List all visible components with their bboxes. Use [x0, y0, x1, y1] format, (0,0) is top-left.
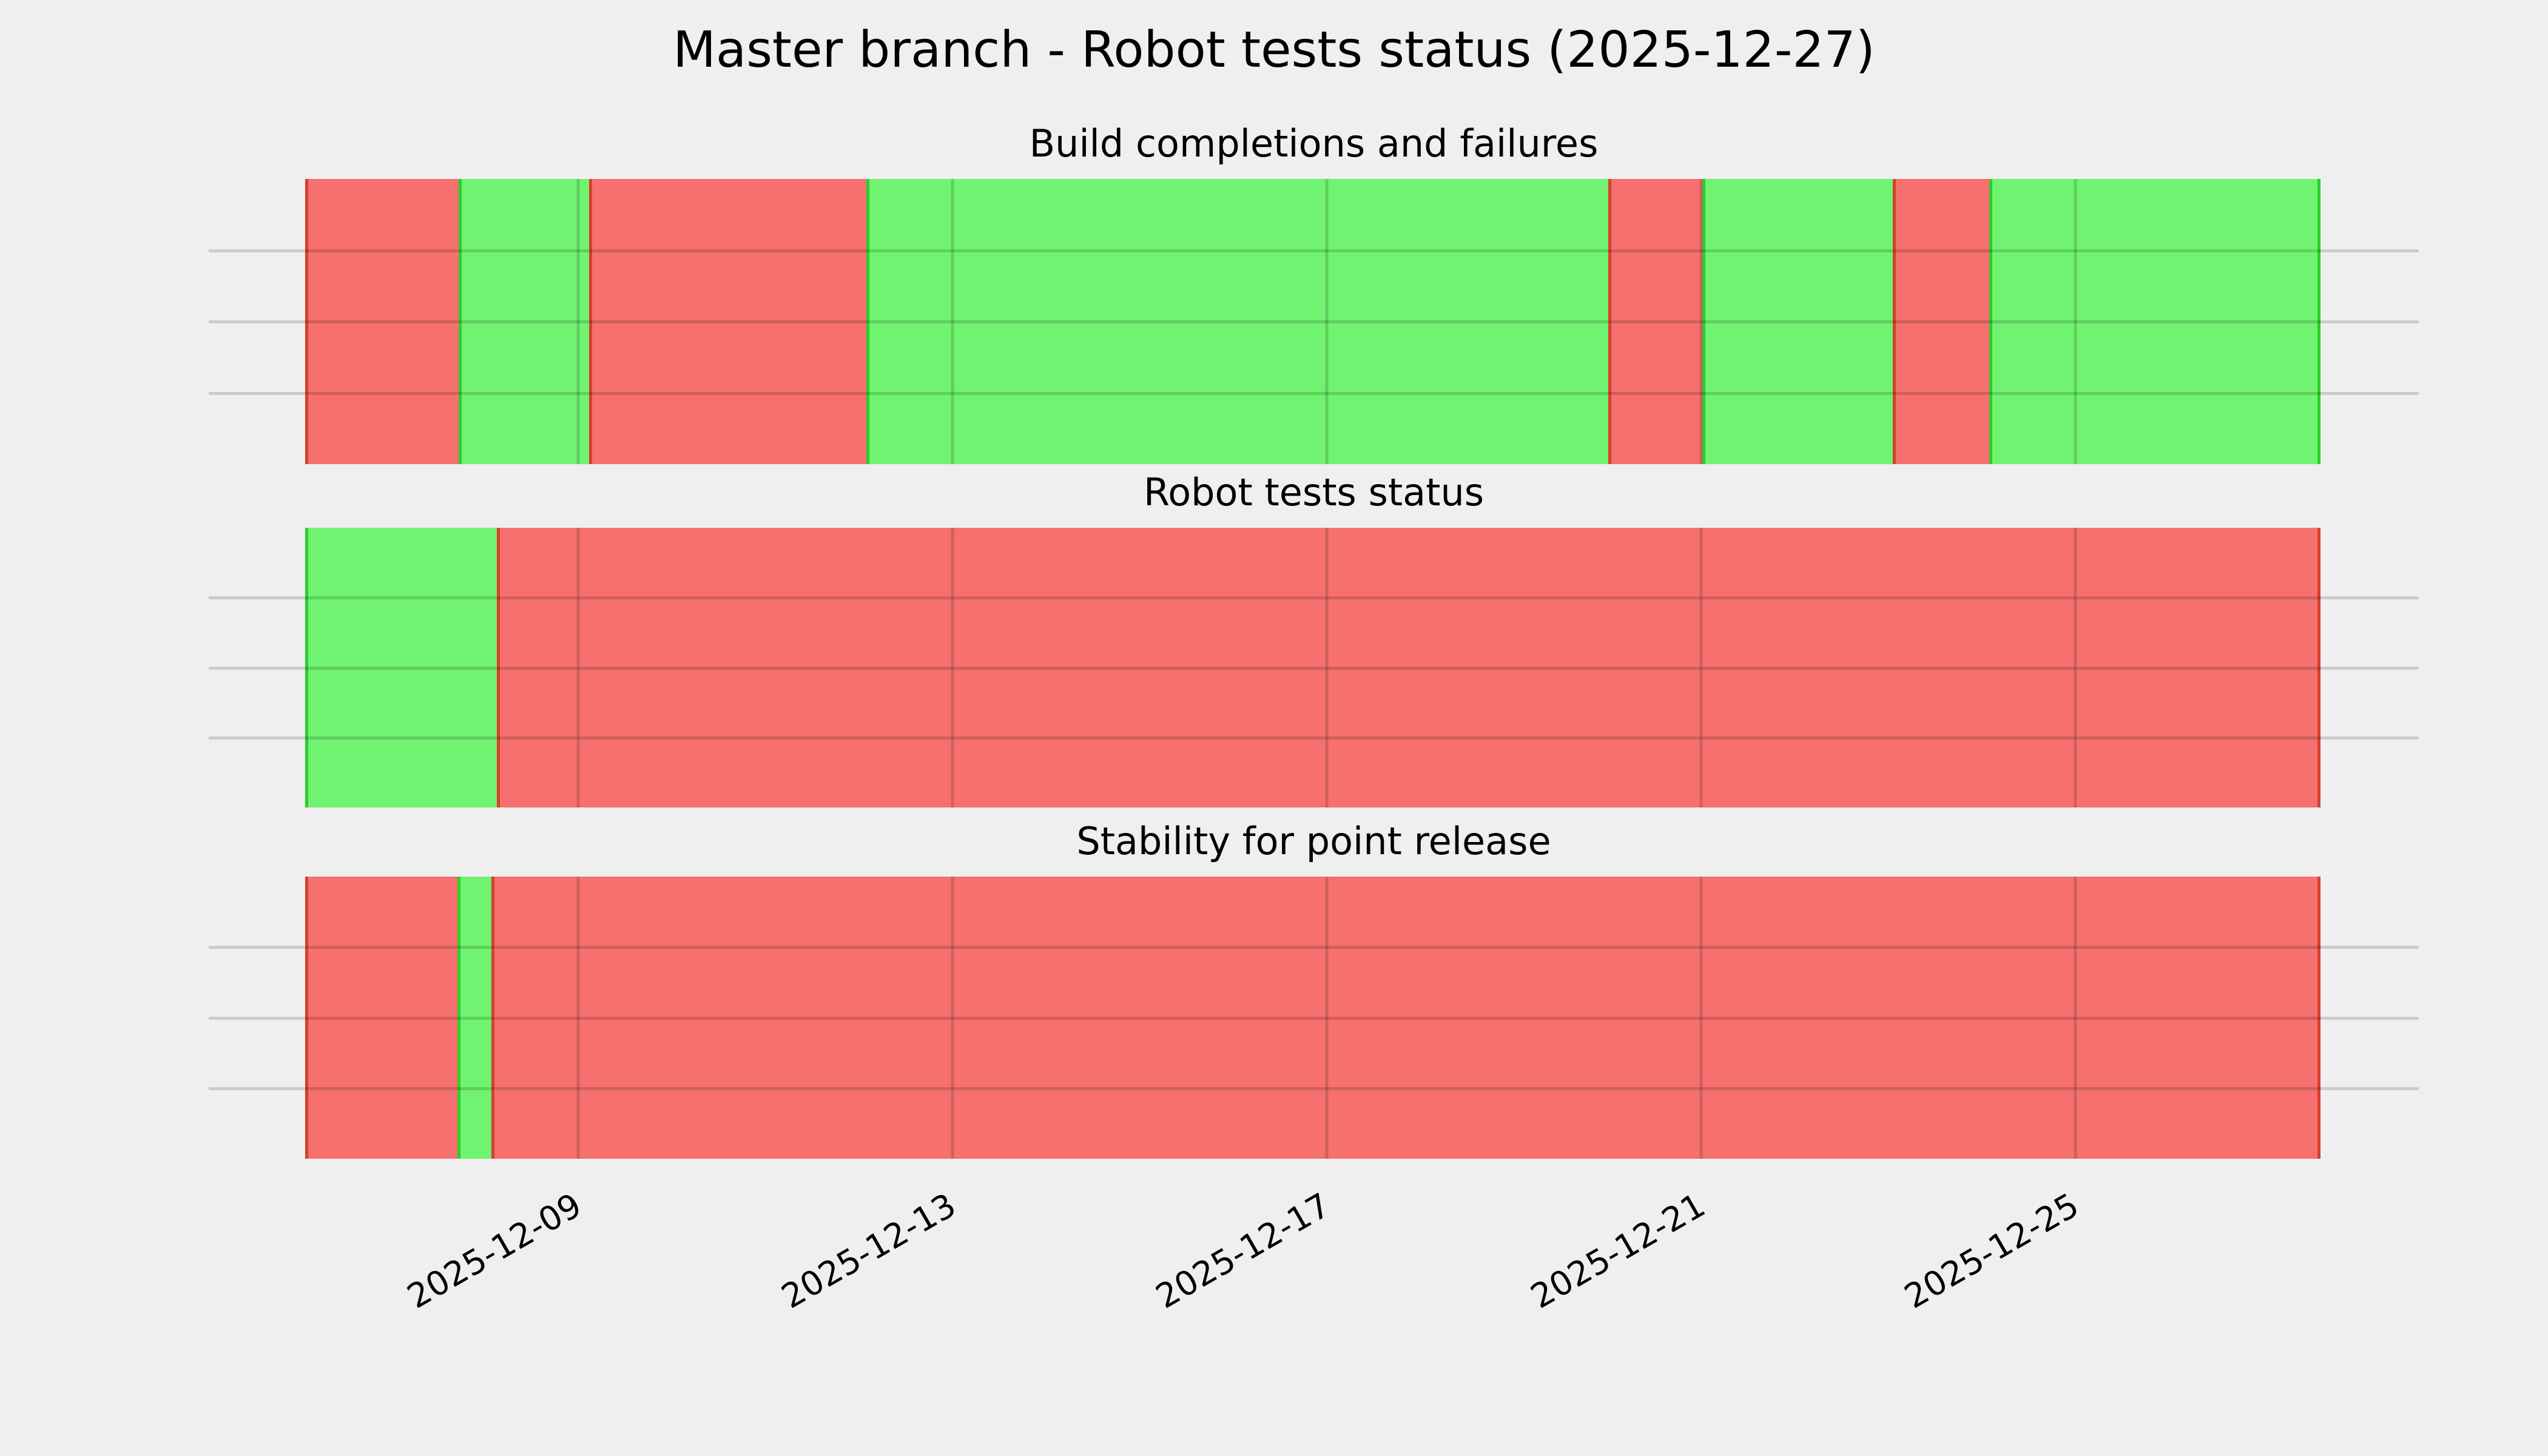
subplot-axes-robot-tests [209, 528, 2419, 807]
horizontal-gridline [209, 320, 2419, 323]
x-tick-label-text: 2025-12-17 [1149, 1185, 1337, 1316]
status-segment-fail [1893, 179, 1989, 464]
vertical-gridline [2074, 179, 2077, 464]
subplot-title-robot-tests: Robot tests status [1143, 470, 1485, 514]
horizontal-gridline [209, 1087, 2419, 1090]
subplot-axes-stability [209, 877, 2419, 1159]
status-segment-fail [305, 179, 459, 464]
vertical-gridline [951, 179, 954, 464]
horizontal-gridline [209, 596, 2419, 600]
subplot-title-build-completions: Build completions and failures [1029, 121, 1599, 166]
status-band [305, 528, 2320, 807]
status-band [305, 877, 2320, 1159]
vertical-gridline [1699, 877, 1703, 1159]
vertical-gridline [1699, 179, 1703, 464]
status-segment-fail [305, 877, 458, 1159]
status-segment-pass [1989, 179, 2320, 464]
horizontal-gridline [209, 946, 2419, 949]
status-segment-fail [496, 528, 2320, 807]
status-segment-fail [1608, 179, 1702, 464]
subplot-title-stability: Stability for point release [1076, 819, 1551, 863]
vertical-gridline [2074, 528, 2077, 807]
horizontal-gridline [209, 249, 2419, 252]
status-segment-fail [589, 179, 866, 464]
vertical-gridline [576, 179, 580, 464]
x-tick-label-text: 2025-12-13 [775, 1185, 963, 1316]
x-tick-label-text: 2025-12-21 [1523, 1185, 1711, 1316]
vertical-gridline [2074, 877, 2077, 1159]
vertical-gridline [1325, 877, 1329, 1159]
vertical-gridline [951, 877, 954, 1159]
subplot-axes-build-completions [209, 179, 2419, 464]
horizontal-gridline [209, 391, 2419, 395]
vertical-gridline [576, 877, 580, 1159]
status-segment-fail [491, 877, 2320, 1159]
status-segment-pass [459, 179, 590, 464]
x-tick-label-text: 2025-12-09 [400, 1185, 588, 1316]
vertical-gridline [576, 528, 580, 807]
vertical-gridline [1325, 179, 1329, 464]
status-segment-pass [866, 179, 1608, 464]
status-band [305, 179, 2320, 464]
vertical-gridline [1699, 528, 1703, 807]
horizontal-gridline [209, 736, 2419, 740]
status-segment-pass [1702, 179, 1893, 464]
status-segment-pass [305, 528, 497, 807]
x-tick-label-text: 2025-12-25 [1898, 1185, 2086, 1316]
vertical-gridline [1325, 528, 1329, 807]
figure-title: Master branch - Robot tests status (2025… [673, 21, 1875, 79]
horizontal-gridline [209, 1016, 2419, 1020]
horizontal-gridline [209, 666, 2419, 670]
status-segment-pass [457, 877, 491, 1159]
vertical-gridline [951, 528, 954, 807]
